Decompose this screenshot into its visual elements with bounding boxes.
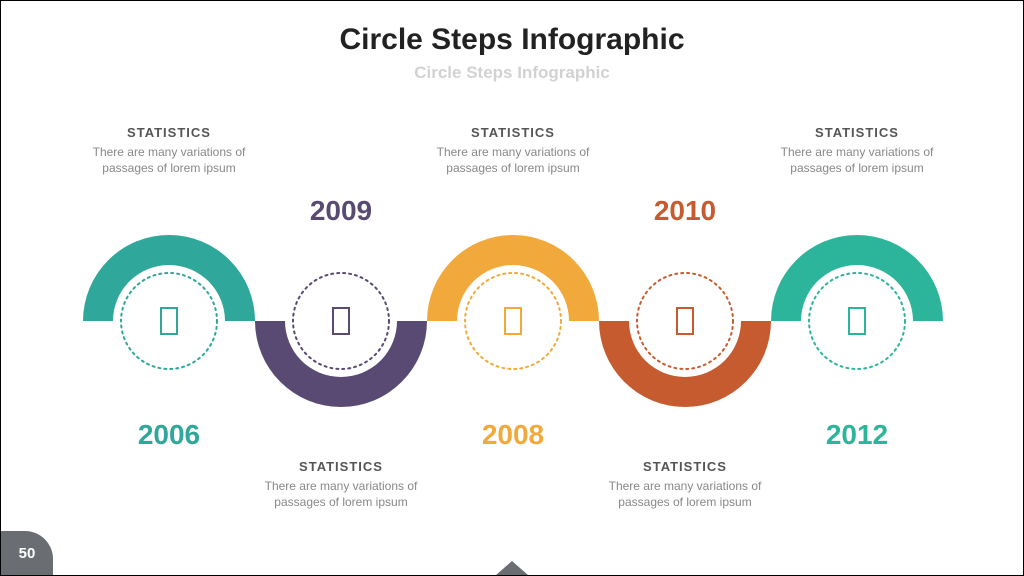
slide: Circle Steps Infographic Circle Steps In… [0, 0, 1024, 576]
stat-heading: STATISTICS [413, 125, 613, 140]
year-label-2009: 2009 [281, 195, 401, 227]
stat-body: There are many variations of passages of… [69, 144, 269, 176]
stat-heading: STATISTICS [757, 125, 957, 140]
infographic-svg [1, 1, 1024, 576]
year-label-2006: 2006 [109, 419, 229, 451]
footer-triangle-icon [496, 561, 528, 575]
stat-heading: STATISTICS [241, 459, 441, 474]
page-number: 50 [19, 545, 36, 562]
stat-block-0: STATISTICS There are many variations of p… [69, 125, 269, 176]
year-label-2010: 2010 [625, 195, 745, 227]
stat-body: There are many variations of passages of… [241, 478, 441, 510]
stat-heading: STATISTICS [69, 125, 269, 140]
stat-body: There are many variations of passages of… [757, 144, 957, 176]
stat-body: There are many variations of passages of… [585, 478, 785, 510]
stat-block-2: STATISTICS There are many variations of p… [413, 125, 613, 176]
stat-block-3: STATISTICS There are many variations of p… [585, 459, 785, 510]
year-label-2012: 2012 [797, 419, 917, 451]
stat-heading: STATISTICS [585, 459, 785, 474]
stat-block-4: STATISTICS There are many variations of p… [757, 125, 957, 176]
stat-block-1: STATISTICS There are many variations of p… [241, 459, 441, 510]
stat-body: There are many variations of passages of… [413, 144, 613, 176]
year-label-2008: 2008 [453, 419, 573, 451]
